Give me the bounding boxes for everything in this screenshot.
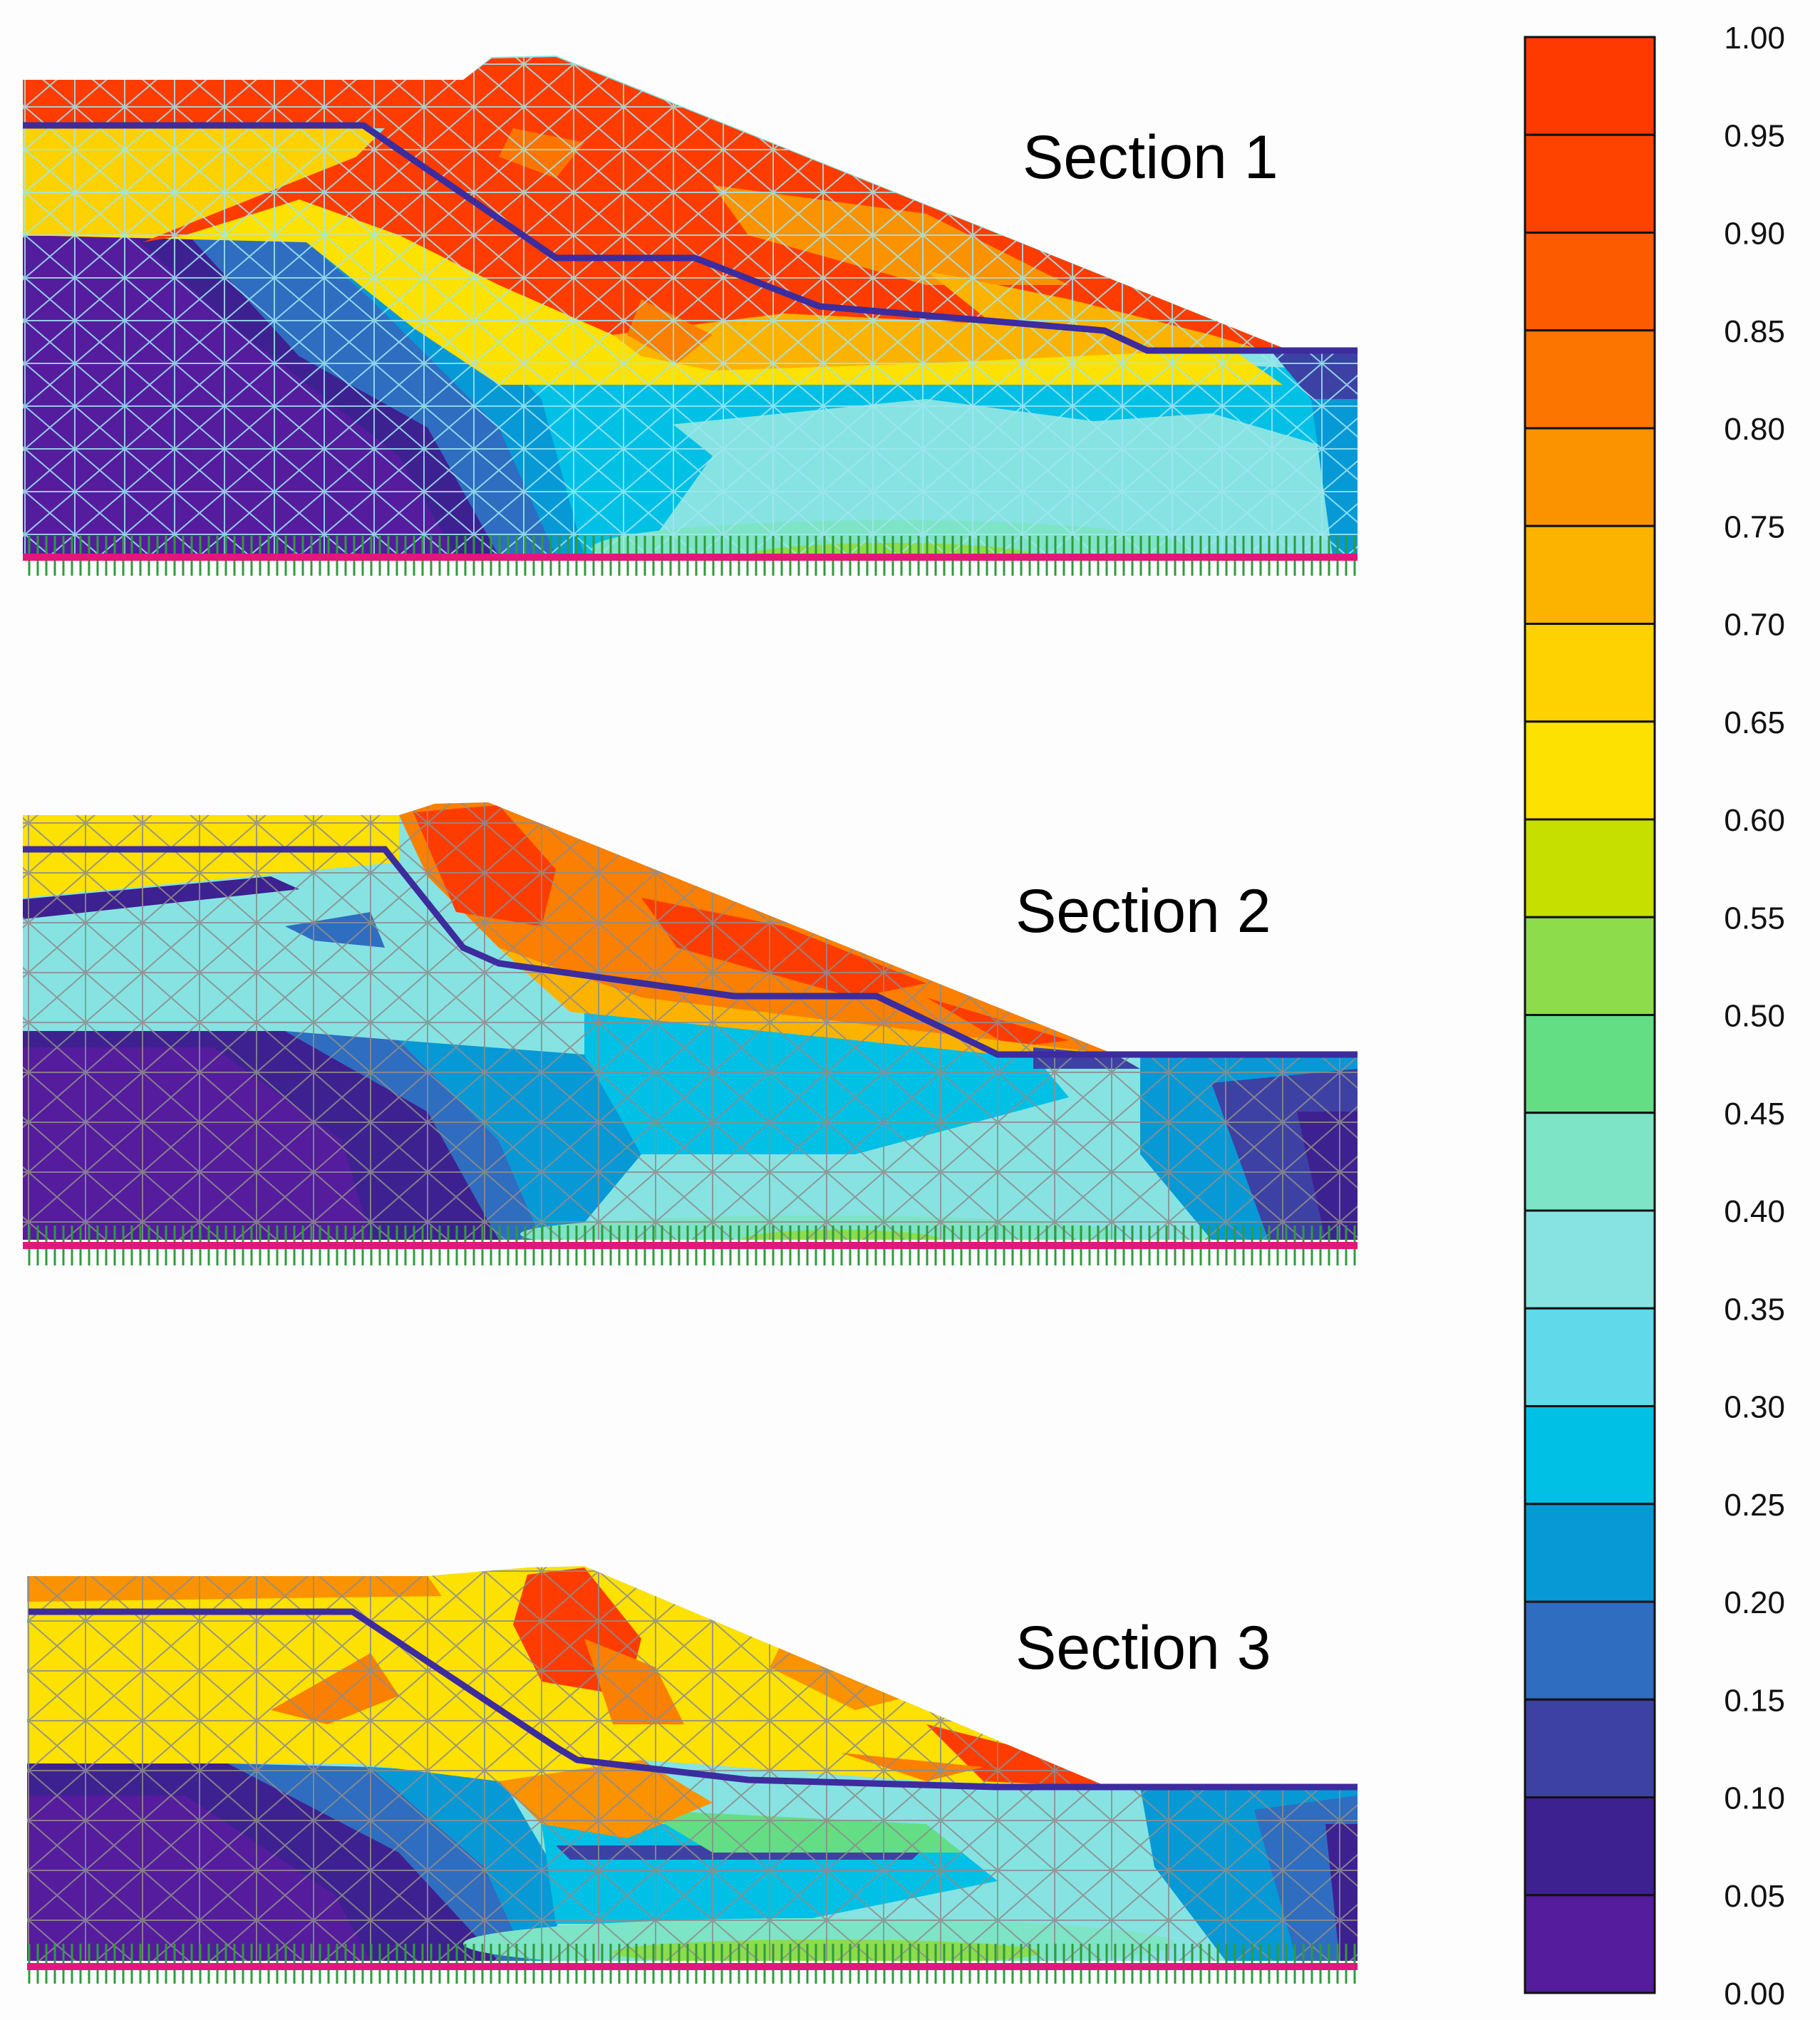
colorbar-swatch (1524, 1600, 1656, 1701)
colorbar-tick-label: 0.35 (1724, 1292, 1785, 1327)
colorbar-swatch (1524, 1209, 1656, 1310)
colorbar-swatch (1524, 623, 1656, 723)
colorbar-tick-label: 0.25 (1724, 1488, 1785, 1523)
colorbar-swatch (1524, 1405, 1656, 1506)
section-2-title: Section 2 (1015, 877, 1271, 946)
colorbar-tick-label: 0.40 (1724, 1194, 1785, 1229)
colorbar-swatch (1524, 232, 1656, 332)
colorbar-tick-label: 0.85 (1724, 314, 1785, 349)
section-1-diagram: Section 1 (23, 56, 1358, 576)
colorbar-swatch (1524, 916, 1656, 1016)
colorbar-swatch (1524, 329, 1656, 430)
colorbar-tick-label: 0.55 (1724, 901, 1785, 936)
section-2-diagram: Section 2 (23, 802, 1358, 1265)
colorbar-swatch (1524, 1796, 1656, 1897)
colorbar-tick-label: 0.45 (1724, 1097, 1785, 1131)
colorbar-tick-label: 0.15 (1724, 1683, 1785, 1718)
phreatic-line-section-3 (29, 1608, 1358, 1791)
colorbar-tick-label: 0.05 (1724, 1879, 1785, 1914)
colorbar-swatch (1524, 1307, 1656, 1407)
colorbar-swatch (1524, 524, 1656, 625)
colorbar-swatch (1524, 36, 1656, 136)
section-3-title: Section 3 (1015, 1614, 1271, 1682)
section-1-title: Section 1 (1023, 123, 1278, 192)
phreatic-line-section-2 (23, 846, 1358, 1058)
colorbar-tick-label: 0.70 (1724, 608, 1785, 643)
colorbar-tick-label: 0.65 (1724, 705, 1785, 740)
colorbar: 1.00 0.95 0.90 0.85 0.80 0.75 0.70 0.65 0.60 0.55… (1524, 21, 1785, 2011)
colorbar-swatch (1524, 1014, 1656, 1114)
colorbar-tick-label: 0.20 (1724, 1585, 1785, 1620)
colorbar-swatch (1524, 818, 1656, 918)
colorbar-tick-label: 0.10 (1724, 1781, 1785, 1816)
colorbar-swatch (1524, 427, 1656, 527)
colorbar-swatch (1524, 1503, 1656, 1603)
phreatic-line-section-1 (23, 122, 1358, 354)
colorbar-tick-label: 0.50 (1724, 999, 1785, 1034)
colorbar-tick-label: 0.30 (1724, 1390, 1785, 1425)
colorbar-tick-label: 0.95 (1724, 118, 1785, 153)
colorbar-swatch (1524, 1894, 1656, 1994)
colorbar-tick-label: 0.75 (1724, 509, 1785, 544)
section-3-diagram: Section 3 (27, 1566, 1358, 1984)
colorbar-tick-label: 1.00 (1724, 21, 1785, 56)
colorbar-swatch (1524, 1698, 1656, 1798)
colorbar-swatch (1524, 1112, 1656, 1212)
colorbar-swatch (1524, 720, 1656, 821)
colorbar-tick-label: 0.90 (1724, 217, 1785, 252)
colorbar-tick-label: 0.60 (1724, 803, 1785, 838)
colorbar-tick-label: 0.00 (1724, 1977, 1785, 2011)
colorbar-tick-label: 0.80 (1724, 412, 1785, 447)
colorbar-swatch (1524, 133, 1656, 234)
